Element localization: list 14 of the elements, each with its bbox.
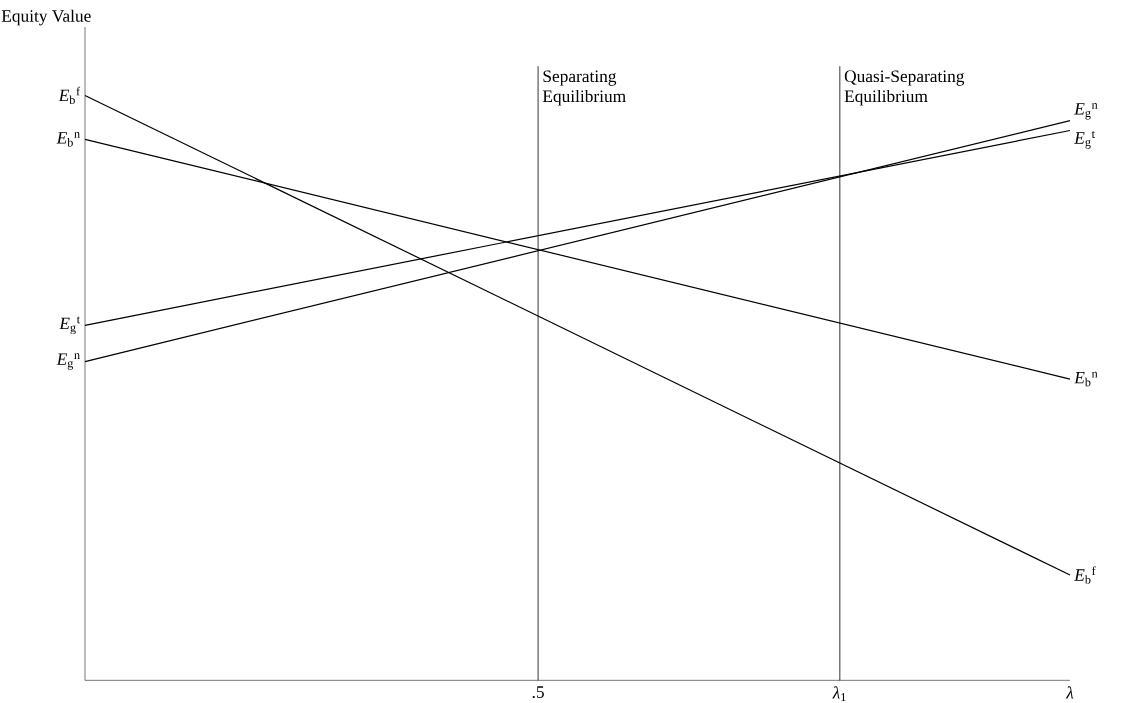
text: E$_{g}$n [56, 353, 80, 370]
series-label: E$_{g}$t [1074, 131, 1095, 149]
series-label: E$_{g}$n [1074, 102, 1098, 120]
x-tick-label: .5 [532, 686, 544, 698]
ref-line-label: Separating Equilibrium [542, 70, 626, 106]
y-axis-title: Equity Value [1, 9, 91, 26]
text: E$_{b}$f [58, 86, 81, 105]
text: E$_{g}$t [59, 316, 80, 335]
text: E$_{b}$n [56, 132, 80, 147]
x-tick-label: λ$_{1}$ [832, 686, 846, 702]
series-label: E$_{b}$f [1074, 566, 1096, 584]
series-label: E$_{b}$n [1074, 371, 1098, 387]
ref-line-label: Quasi-Separating Equilibrium [844, 70, 965, 106]
x-tick-label: λ [1065, 686, 1074, 699]
